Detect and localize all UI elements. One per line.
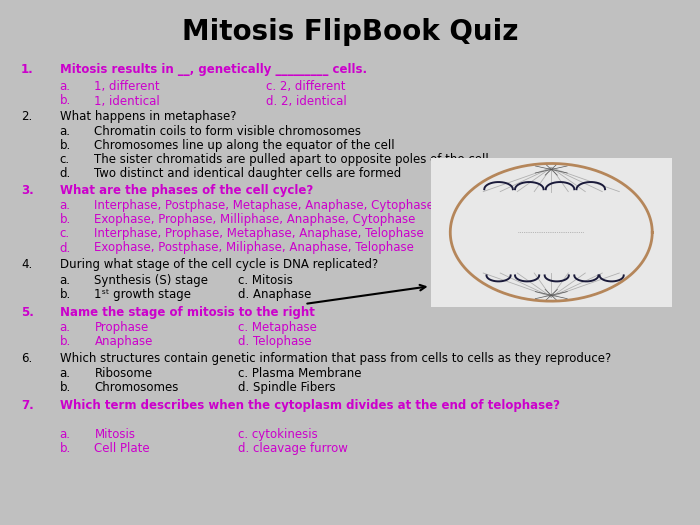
Text: a.: a. xyxy=(60,274,71,287)
Text: 5.: 5. xyxy=(21,306,34,319)
Text: c. Metaphase: c. Metaphase xyxy=(238,321,317,334)
Text: a.: a. xyxy=(60,125,71,138)
Text: c. 2, different: c. 2, different xyxy=(266,80,346,93)
Text: d. Telophase: d. Telophase xyxy=(238,335,312,348)
Text: b.: b. xyxy=(60,335,71,348)
Text: c.: c. xyxy=(60,153,69,166)
Text: Which term describes when the cytoplasm divides at the end of telophase?: Which term describes when the cytoplasm … xyxy=(60,399,559,412)
Text: Interphase, Postphase, Metaphase, Anaphase, Cytophase: Interphase, Postphase, Metaphase, Anapha… xyxy=(94,199,435,212)
Text: d. Spindle Fibers: d. Spindle Fibers xyxy=(238,381,335,394)
Text: Name the stage of mitosis to the right: Name the stage of mitosis to the right xyxy=(60,306,314,319)
Text: During what stage of the cell cycle is DNA replicated?: During what stage of the cell cycle is D… xyxy=(60,258,378,271)
Text: 4.: 4. xyxy=(21,258,32,271)
Text: b.: b. xyxy=(60,94,71,108)
Text: a.: a. xyxy=(60,428,71,441)
Text: Chromosomes: Chromosomes xyxy=(94,381,179,394)
Text: 3.: 3. xyxy=(21,184,34,197)
Text: Ribosome: Ribosome xyxy=(94,367,153,380)
Text: 2.: 2. xyxy=(21,110,32,123)
Text: Mitosis FlipBook Quiz: Mitosis FlipBook Quiz xyxy=(182,18,518,46)
Text: d.: d. xyxy=(60,167,71,181)
Text: a.: a. xyxy=(60,321,71,334)
Text: Which structures contain genetic information that pass from cells to cells as th: Which structures contain genetic informa… xyxy=(60,352,610,365)
Text: Mitosis results in __, genetically _________ cells.: Mitosis results in __, genetically _____… xyxy=(60,63,367,76)
Text: Prophase: Prophase xyxy=(94,321,148,334)
Text: d. Anaphase: d. Anaphase xyxy=(238,288,312,301)
Text: d.: d. xyxy=(60,242,71,255)
Text: What happens in metaphase?: What happens in metaphase? xyxy=(60,110,236,123)
Text: c. Mitosis: c. Mitosis xyxy=(238,274,293,287)
Text: a.: a. xyxy=(60,199,71,212)
Text: b.: b. xyxy=(60,288,71,301)
Text: Synthesis (S) stage: Synthesis (S) stage xyxy=(94,274,209,287)
Text: b.: b. xyxy=(60,139,71,152)
Text: d. 2, identical: d. 2, identical xyxy=(266,94,346,108)
Text: Chromatin coils to form visible chromosomes: Chromatin coils to form visible chromoso… xyxy=(94,125,361,138)
Text: 1.: 1. xyxy=(21,63,34,76)
Text: d. cleavage furrow: d. cleavage furrow xyxy=(238,442,348,455)
Text: Mitosis: Mitosis xyxy=(94,428,136,441)
Text: 1, identical: 1, identical xyxy=(94,94,160,108)
Text: 1ˢᵗ growth stage: 1ˢᵗ growth stage xyxy=(94,288,192,301)
Text: Two distinct and identical daughter cells are formed: Two distinct and identical daughter cell… xyxy=(94,167,402,181)
Text: Exophase, Postphase, Miliphase, Anaphase, Telophase: Exophase, Postphase, Miliphase, Anaphase… xyxy=(94,242,414,255)
Text: Cell Plate: Cell Plate xyxy=(94,442,150,455)
Text: 7.: 7. xyxy=(21,399,34,412)
Text: The sister chromatids are pulled apart to opposite poles of the cell: The sister chromatids are pulled apart t… xyxy=(94,153,489,166)
Text: 1, different: 1, different xyxy=(94,80,160,93)
Text: b.: b. xyxy=(60,213,71,226)
Text: c. cytokinesis: c. cytokinesis xyxy=(238,428,318,441)
Text: Chromosomes line up along the equator of the cell: Chromosomes line up along the equator of… xyxy=(94,139,395,152)
Text: a.: a. xyxy=(60,367,71,380)
Bar xyxy=(430,158,672,307)
Text: Anaphase: Anaphase xyxy=(94,335,153,348)
Text: 6.: 6. xyxy=(21,352,32,365)
Text: b.: b. xyxy=(60,442,71,455)
Text: c.: c. xyxy=(60,227,69,240)
Text: Exophase, Prophase, Milliphase, Anaphase, Cytophase: Exophase, Prophase, Milliphase, Anaphase… xyxy=(94,213,416,226)
Text: a.: a. xyxy=(60,80,71,93)
Text: What are the phases of the cell cycle?: What are the phases of the cell cycle? xyxy=(60,184,313,197)
Text: b.: b. xyxy=(60,381,71,394)
Text: Interphase, Prophase, Metaphase, Anaphase, Telophase: Interphase, Prophase, Metaphase, Anaphas… xyxy=(94,227,424,240)
Text: c. Plasma Membrane: c. Plasma Membrane xyxy=(238,367,361,380)
